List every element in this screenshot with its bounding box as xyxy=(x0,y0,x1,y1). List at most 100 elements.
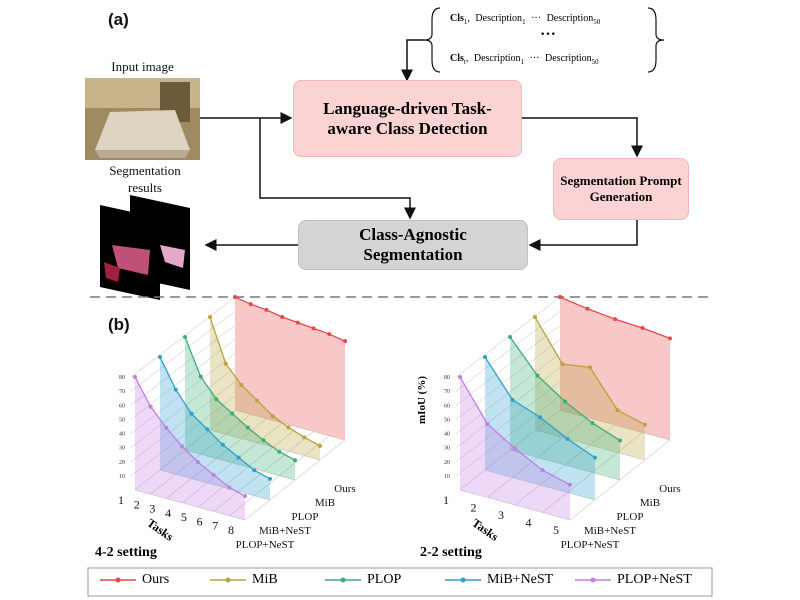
subscript: 50 xyxy=(591,58,599,66)
series-marker xyxy=(643,422,647,427)
series-marker xyxy=(255,398,260,403)
series-area xyxy=(535,317,645,460)
separator: , xyxy=(465,53,469,64)
series-axis-label: MiB+NeST xyxy=(259,525,311,537)
x-tick-label: 4 xyxy=(165,506,171,520)
cls: Cls xyxy=(450,53,464,64)
series-area xyxy=(210,317,320,460)
series-marker xyxy=(565,436,570,441)
series-marker xyxy=(293,458,297,463)
floor-line xyxy=(159,469,271,501)
series-marker xyxy=(268,476,272,481)
series-marker xyxy=(133,375,137,380)
y-tick-label: 20 xyxy=(119,460,125,466)
series-marker xyxy=(533,315,537,320)
floor-line xyxy=(234,409,346,441)
series-marker xyxy=(508,335,512,340)
series-area xyxy=(510,337,620,480)
series-marker xyxy=(261,438,266,443)
series-marker xyxy=(318,443,322,448)
grid-line xyxy=(455,395,561,477)
series-marker xyxy=(343,339,347,344)
legend-label: PLOP+NeST xyxy=(617,572,692,587)
series-marker xyxy=(245,425,250,430)
floor-line xyxy=(134,489,246,521)
series-marker xyxy=(220,442,225,447)
y-tick-label: 10 xyxy=(444,474,450,480)
series-marker xyxy=(189,411,194,416)
series-axis-label: MiB+NeST xyxy=(584,525,636,537)
ellipsis: ··· xyxy=(529,53,540,64)
ellipsis: ··· xyxy=(531,13,542,24)
cls: Cls xyxy=(450,13,464,24)
series-marker xyxy=(560,362,565,367)
y-tick-label: 20 xyxy=(444,460,450,466)
grid-line xyxy=(130,395,236,477)
legend-swatch xyxy=(445,577,481,583)
series-marker xyxy=(223,361,228,366)
series-axis-label: Ours xyxy=(334,483,355,495)
x-tick-label: 3 xyxy=(498,508,504,522)
y-tick-label: 40 xyxy=(444,432,450,438)
series-marker xyxy=(252,468,257,473)
grid-line xyxy=(130,310,236,392)
floor-line xyxy=(209,429,321,461)
legend-swatch xyxy=(325,577,361,583)
arrow xyxy=(522,117,643,158)
series-marker xyxy=(173,387,178,392)
series-axis-label: PLOP+NeST xyxy=(561,539,620,551)
grid-line xyxy=(455,381,561,463)
floor-line xyxy=(197,426,299,508)
series-marker xyxy=(540,468,545,473)
y-tick-label: 70 xyxy=(119,389,125,395)
arrow xyxy=(528,220,638,251)
series-marker xyxy=(205,427,210,432)
series-marker xyxy=(302,435,307,440)
grid-line xyxy=(455,310,561,392)
series-marker xyxy=(295,320,300,325)
series-axis-label: PLOP+NeST xyxy=(236,539,295,551)
series-marker xyxy=(593,455,597,460)
series-marker xyxy=(243,494,247,498)
segmentation-masks xyxy=(100,195,190,300)
series-area xyxy=(135,377,245,520)
series-marker xyxy=(585,306,590,311)
description: Description xyxy=(475,13,523,24)
series-axis-label: MiB xyxy=(640,497,660,509)
subscript: 1 xyxy=(520,58,525,66)
panel-label: (a) xyxy=(108,10,129,29)
x-tick-label: 5 xyxy=(553,523,559,537)
floor-line xyxy=(514,424,616,506)
grid-line xyxy=(455,324,561,406)
series-marker xyxy=(590,421,595,426)
series-marker xyxy=(280,314,285,319)
results-ellipsis: · · · xyxy=(168,275,185,287)
floor-line xyxy=(542,432,643,513)
series-marker xyxy=(270,414,275,419)
y-tick-label: 40 xyxy=(119,432,125,438)
x-tick-label: 8 xyxy=(228,523,234,537)
legend-swatch xyxy=(210,577,246,583)
x-tick-label: 7 xyxy=(212,519,218,533)
series-marker xyxy=(239,382,244,387)
series-axis-label: PLOP xyxy=(617,511,644,523)
x-tick-label: 6 xyxy=(197,514,203,528)
series-marker xyxy=(640,326,645,331)
series-marker xyxy=(483,355,487,360)
results-label: Segmentation results xyxy=(109,163,181,195)
series-marker xyxy=(195,459,200,464)
x-axis-label: Tasks xyxy=(469,516,501,544)
ellipsis: ··· xyxy=(540,26,557,43)
segmentation-box: Class-Agnostic Segmentation xyxy=(298,220,528,270)
series-axis-label: Ours xyxy=(659,483,680,495)
floor-line xyxy=(184,449,296,481)
legend-item: PLOP+NeST xyxy=(575,572,692,588)
series-area xyxy=(185,337,295,480)
grid-line xyxy=(130,353,236,434)
subscript: 1 xyxy=(522,18,526,26)
series-marker xyxy=(510,397,515,402)
series-axis-label: PLOP xyxy=(292,511,319,523)
legend-item: MiB xyxy=(210,572,278,588)
floor-line xyxy=(150,413,252,495)
